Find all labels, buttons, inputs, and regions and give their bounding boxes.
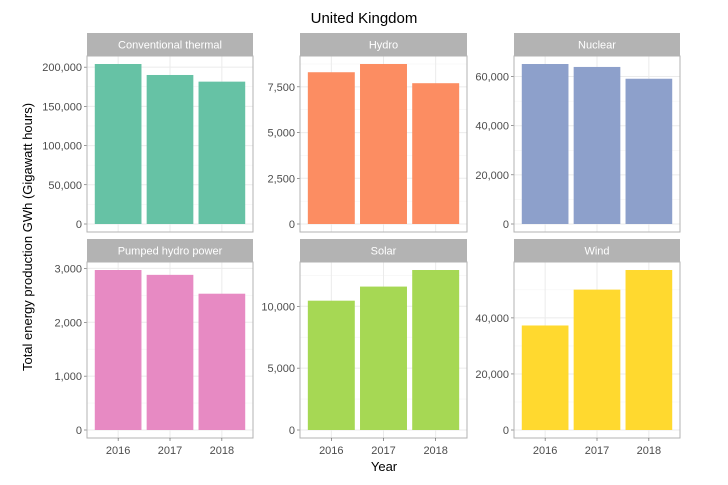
bar <box>412 270 460 430</box>
bar <box>146 274 194 430</box>
bar <box>360 286 407 430</box>
y-tick-label: 5,000 <box>267 363 295 375</box>
y-tick-label: 0 <box>289 425 295 437</box>
facet-label: Wind <box>584 246 609 258</box>
facet-strip <box>514 33 680 56</box>
bar <box>573 66 621 224</box>
x-tick-label: 2016 <box>106 445 130 457</box>
y-tick-label: 150,000 <box>42 101 82 113</box>
bar <box>573 289 621 430</box>
y-tick-label: 60,000 <box>475 72 509 84</box>
bar <box>146 74 194 224</box>
panel-border <box>86 55 254 233</box>
facet-strip <box>300 33 467 56</box>
x-tick-label: 2016 <box>533 445 557 457</box>
y-tick-label: 40,000 <box>475 121 509 133</box>
bar <box>198 293 246 430</box>
y-tick-label: 0 <box>76 219 82 231</box>
x-tick-label: 2017 <box>371 445 395 457</box>
bar <box>521 64 569 224</box>
y-tick-label: 200,000 <box>42 62 82 74</box>
bar <box>307 72 355 224</box>
y-tick-label: 5,000 <box>267 128 295 140</box>
y-tick-label: 50,000 <box>48 180 82 192</box>
y-tick-label: 0 <box>503 219 509 231</box>
facet-panel: Hydro 0 2,500 5,000 7,500 <box>267 33 468 233</box>
x-tick-label: 2018 <box>637 445 661 457</box>
chart-title: United Kingdom <box>311 10 418 27</box>
bar <box>360 64 407 224</box>
facet-label: Pumped hydro power <box>118 246 223 258</box>
facet-strip <box>87 33 253 56</box>
x-tick-label: 2017 <box>158 445 182 457</box>
y-tick-label: 7,500 <box>267 82 295 94</box>
y-tick-label: 3,000 <box>54 263 82 275</box>
bar <box>412 83 460 224</box>
y-tick-label: 100,000 <box>42 141 82 153</box>
bar <box>521 325 569 430</box>
y-tick-label: 2,500 <box>267 173 295 185</box>
facet-panel: Nuclear 0 20,000 40,000 60,000 <box>475 33 681 233</box>
y-axis-title: Total energy production GWh (Gigawatt ho… <box>20 103 35 371</box>
panel-border <box>299 55 468 233</box>
x-tick-label: 2018 <box>210 445 234 457</box>
y-tick-label: 20,000 <box>475 369 509 381</box>
bar <box>94 64 142 224</box>
y-tick-label: 1,000 <box>54 371 82 383</box>
facet-strip <box>300 239 467 262</box>
x-tick-label: 2017 <box>585 445 609 457</box>
facet-panel: Solar 0 5,000 10,000 2016 2017 2018 <box>261 239 468 457</box>
y-tick-label: 10,000 <box>261 301 295 313</box>
y-tick-label: 40,000 <box>475 313 509 325</box>
facet-label: Nuclear <box>578 40 616 52</box>
x-axis-title: Year <box>371 459 398 474</box>
y-tick-label: 0 <box>76 425 82 437</box>
x-tick-label: 2018 <box>423 445 447 457</box>
y-tick-label: 2,000 <box>54 317 82 329</box>
facet-panel: Wind 0 20,000 40,000 2016 2017 2018 <box>475 239 681 457</box>
bar <box>625 270 673 430</box>
y-tick-label: 0 <box>289 219 295 231</box>
bar <box>198 81 246 224</box>
facet-panel: Pumped hydro power 0 1,000 2,000 3,000 2016 20… <box>54 239 254 457</box>
bar <box>94 270 142 430</box>
y-tick-label: 20,000 <box>475 170 509 182</box>
facet-label: Solar <box>371 246 397 258</box>
facet-label: Hydro <box>369 40 398 52</box>
bar <box>307 300 355 430</box>
bar <box>625 78 673 224</box>
y-tick-label: 0 <box>503 425 509 437</box>
facet-strip <box>87 239 253 262</box>
facet-label: Conventional thermal <box>118 40 222 52</box>
facet-strip <box>514 239 680 262</box>
panel-border <box>513 55 681 233</box>
facet-panel: Conventional thermal 0 50,000 100,000 150,00… <box>42 33 254 233</box>
x-tick-label: 2016 <box>319 445 343 457</box>
